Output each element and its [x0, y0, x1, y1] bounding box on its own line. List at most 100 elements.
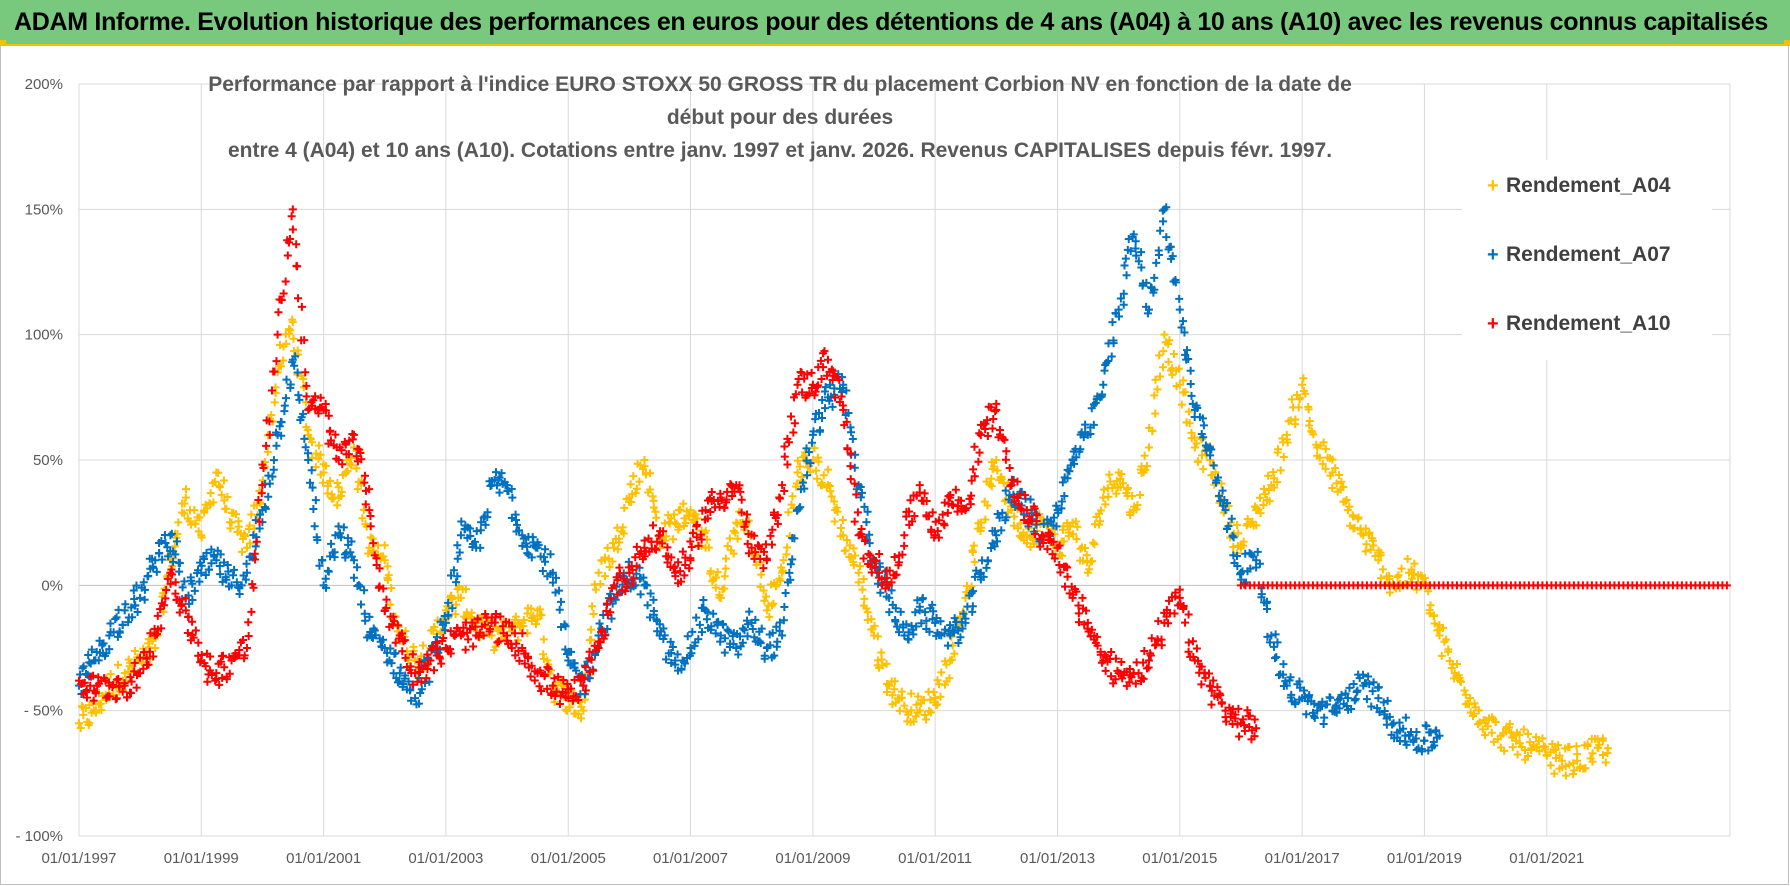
data-point — [917, 619, 926, 628]
data-point — [543, 656, 552, 665]
data-point — [218, 673, 227, 682]
data-point — [304, 456, 313, 464]
data-point — [736, 487, 745, 496]
data-point — [794, 504, 803, 513]
data-point — [1345, 502, 1354, 511]
data-point — [922, 715, 931, 724]
data-point — [1410, 559, 1419, 568]
data-point — [968, 546, 977, 555]
data-point — [1123, 484, 1132, 493]
data-point — [1282, 430, 1291, 439]
data-point — [1252, 521, 1261, 530]
data-point — [464, 635, 473, 644]
data-point — [1125, 678, 1134, 687]
data-point — [780, 603, 789, 612]
data-point — [255, 524, 264, 533]
data-point — [1002, 513, 1011, 522]
data-point — [635, 477, 644, 486]
data-point — [760, 596, 769, 605]
data-point — [935, 516, 944, 525]
data-point — [114, 660, 123, 669]
data-point — [713, 568, 722, 577]
data-point — [966, 500, 975, 509]
data-point — [235, 645, 244, 654]
data-point — [335, 529, 344, 538]
data-point — [466, 524, 475, 533]
data-point — [1279, 670, 1288, 679]
data-point — [606, 608, 615, 617]
data-point — [301, 443, 310, 452]
data-point — [1335, 470, 1344, 479]
data-point — [290, 361, 299, 370]
data-point — [768, 628, 777, 637]
data-point — [227, 518, 236, 527]
data-point — [1131, 244, 1140, 253]
data-point — [312, 449, 321, 458]
data-point — [748, 625, 757, 634]
data-point — [720, 503, 729, 512]
data-point — [1187, 391, 1196, 400]
data-point — [206, 652, 215, 661]
data-point — [857, 488, 866, 497]
data-point — [986, 403, 995, 412]
data-point — [865, 539, 874, 548]
data-point — [115, 627, 124, 636]
data-point — [1598, 734, 1607, 743]
data-point — [1105, 470, 1114, 479]
data-point — [1429, 611, 1438, 620]
data-point — [807, 438, 816, 447]
data-point — [912, 700, 921, 709]
data-point — [1366, 545, 1375, 554]
data-point — [1310, 713, 1319, 722]
data-point — [1393, 572, 1402, 581]
data-point — [812, 466, 821, 475]
data-point — [589, 666, 598, 675]
data-point — [127, 677, 136, 686]
data-point — [282, 339, 291, 348]
chart-svg: 200% 150% 100% 50% 0% - 50% - 100% 01/01/1997 01… — [15, 76, 1731, 867]
data-point — [433, 644, 442, 653]
data-point — [810, 444, 819, 453]
data-point — [426, 656, 435, 665]
data-point — [632, 569, 641, 578]
data-point — [1171, 278, 1180, 287]
data-point — [284, 325, 293, 334]
data-point — [401, 653, 410, 662]
data-point — [1362, 540, 1371, 549]
data-point — [823, 355, 832, 364]
data-point — [1276, 466, 1285, 475]
data-point — [166, 531, 175, 540]
data-point — [648, 492, 657, 501]
data-point — [641, 470, 650, 479]
data-point — [929, 688, 938, 697]
data-point — [1131, 237, 1140, 246]
data-point — [326, 436, 335, 445]
data-point — [508, 493, 517, 502]
data-point — [1139, 658, 1148, 667]
data-point — [613, 590, 622, 599]
data-point — [152, 567, 161, 576]
y-tick-label: 100% — [25, 327, 63, 344]
data-point — [452, 578, 461, 587]
data-point — [791, 390, 800, 399]
data-point — [687, 649, 696, 658]
data-point — [153, 611, 162, 620]
data-point — [1601, 758, 1610, 767]
data-point — [270, 367, 279, 376]
data-point — [1319, 438, 1328, 447]
data-point — [510, 629, 519, 638]
data-point — [585, 647, 594, 656]
data-point — [772, 622, 781, 631]
data-point — [1153, 385, 1162, 394]
data-point — [772, 580, 781, 589]
data-point — [718, 620, 727, 629]
data-point — [1137, 263, 1146, 272]
data-point — [118, 687, 127, 696]
data-point — [1214, 473, 1223, 482]
data-point — [323, 566, 332, 575]
y-tick-label: 150% — [25, 201, 63, 218]
data-point — [527, 553, 536, 562]
data-point — [360, 478, 369, 487]
data-point — [318, 556, 327, 565]
data-point — [589, 609, 598, 618]
